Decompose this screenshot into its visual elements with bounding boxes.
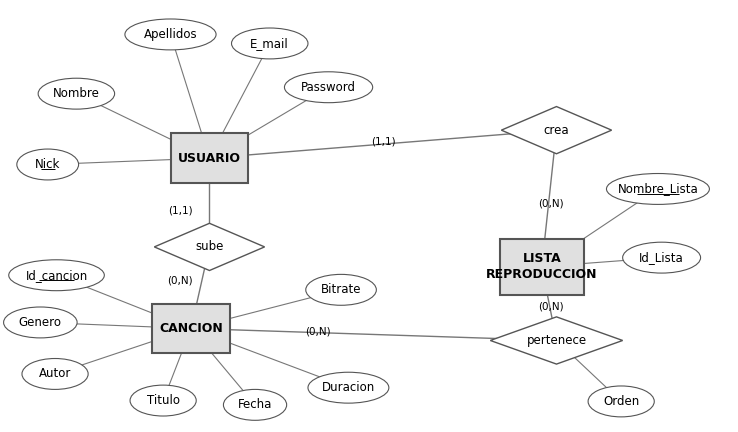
Polygon shape (490, 317, 623, 364)
Text: sube: sube (196, 240, 224, 254)
Text: Password: Password (301, 81, 356, 94)
Ellipse shape (4, 307, 77, 338)
Ellipse shape (38, 78, 114, 109)
Polygon shape (501, 107, 612, 154)
Text: Id_Lista: Id_Lista (639, 251, 684, 264)
Text: LISTA
REPRODUCCION: LISTA REPRODUCCION (486, 252, 598, 281)
Text: Nick: Nick (35, 158, 61, 171)
Text: USUARIO: USUARIO (178, 152, 241, 165)
Text: (0,N): (0,N) (539, 198, 564, 208)
Text: Nombre_Lista: Nombre_Lista (618, 182, 698, 195)
Text: Apellidos: Apellidos (144, 28, 197, 41)
Ellipse shape (306, 274, 376, 305)
Polygon shape (154, 223, 265, 270)
Text: Duracion: Duracion (322, 381, 375, 394)
Text: E_mail: E_mail (250, 37, 289, 50)
Ellipse shape (22, 359, 88, 389)
Text: Autor: Autor (39, 368, 72, 381)
Ellipse shape (588, 386, 655, 417)
Text: Genero: Genero (19, 316, 62, 329)
FancyBboxPatch shape (171, 133, 248, 183)
Ellipse shape (130, 385, 196, 416)
Text: Nombre: Nombre (53, 87, 100, 100)
Text: (1,1): (1,1) (168, 206, 193, 216)
Text: pertenece: pertenece (526, 334, 587, 347)
Text: (0,N): (0,N) (168, 275, 193, 286)
Text: Titulo: Titulo (147, 394, 179, 407)
Ellipse shape (224, 389, 286, 420)
Ellipse shape (125, 19, 216, 50)
Text: Orden: Orden (603, 395, 639, 408)
Ellipse shape (17, 149, 78, 180)
Text: (0,N): (0,N) (305, 327, 331, 337)
Text: Fecha: Fecha (238, 398, 272, 411)
Ellipse shape (607, 174, 709, 204)
Ellipse shape (284, 72, 373, 103)
Text: Id_cancion: Id_cancion (25, 269, 88, 282)
Ellipse shape (623, 242, 700, 273)
FancyBboxPatch shape (153, 304, 230, 353)
Text: Bitrate: Bitrate (321, 283, 362, 296)
Ellipse shape (308, 372, 389, 403)
Text: (0,N): (0,N) (539, 301, 564, 311)
Text: crea: crea (544, 124, 569, 137)
FancyBboxPatch shape (500, 239, 584, 295)
Text: (1,1): (1,1) (371, 137, 396, 147)
Text: CANCION: CANCION (159, 322, 223, 335)
Ellipse shape (9, 260, 104, 291)
Ellipse shape (232, 28, 308, 59)
